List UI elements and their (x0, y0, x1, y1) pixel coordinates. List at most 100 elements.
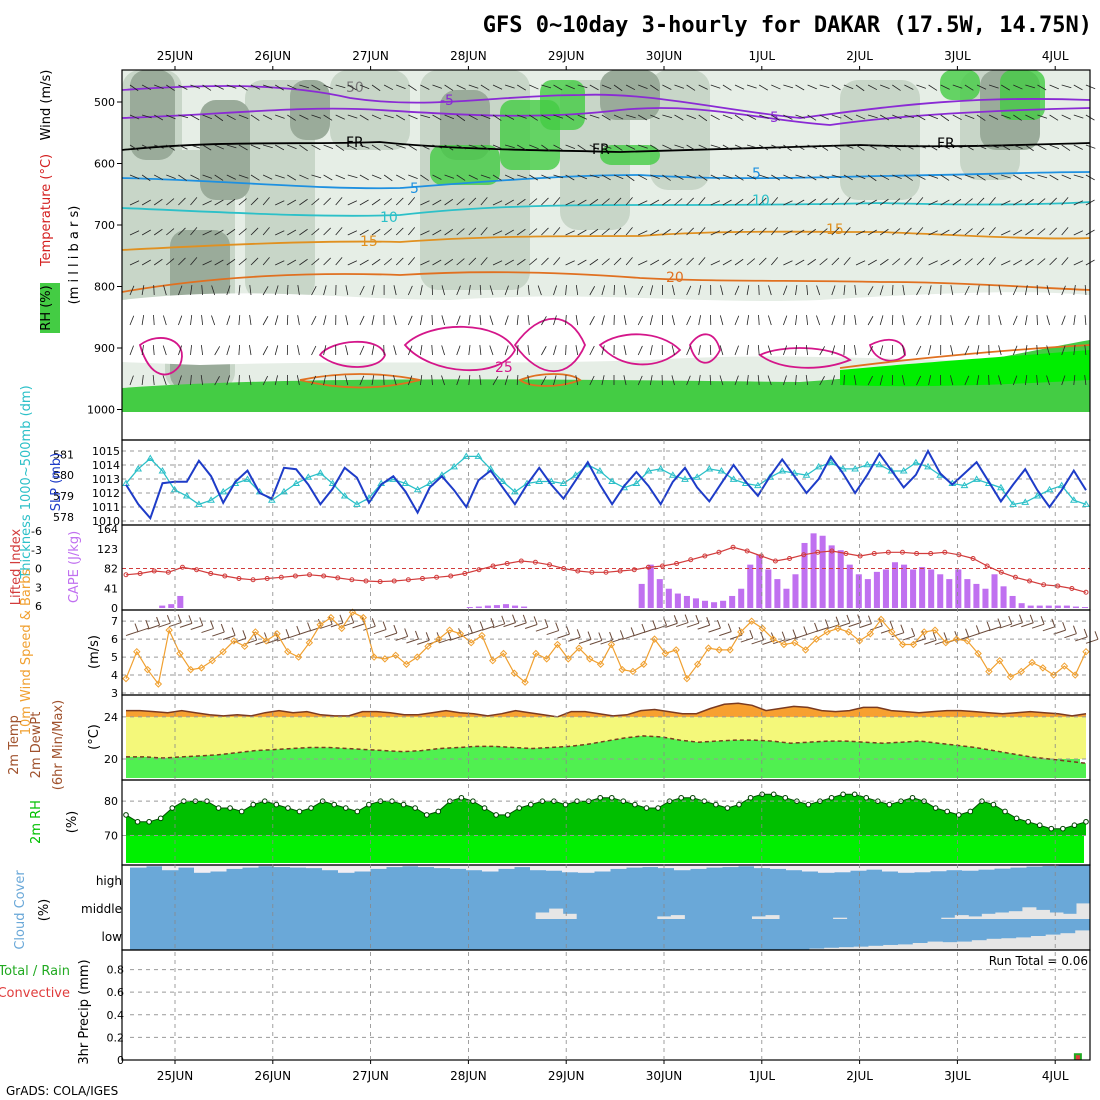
upper-wind-barb (625, 197, 633, 206)
rh2m-point (990, 801, 997, 808)
cloud-high-clear (610, 865, 627, 869)
wind10-barb-flag (652, 620, 657, 629)
upper-wind-barb (275, 230, 285, 236)
upper-wind-barb (311, 84, 321, 91)
upper-wind-barb (468, 84, 479, 89)
upper-wind-barb (816, 315, 821, 326)
contour-temp-25-a (138, 337, 183, 376)
thickness-point (425, 479, 434, 487)
upper-wind-barb (746, 174, 757, 180)
wind10-point (348, 608, 357, 616)
upper-wind-barb (1084, 315, 1087, 326)
wind10-point (1082, 647, 1090, 656)
upper-wind-barb (880, 144, 890, 149)
upper-wind-barb (479, 375, 482, 386)
wind10-point (1017, 667, 1025, 676)
upper-wind-barb (1046, 285, 1050, 296)
upper-wind-barb (262, 375, 268, 386)
upper-wind-barb (891, 284, 894, 296)
upper-wind-barb (880, 84, 890, 89)
li-point (1069, 586, 1075, 591)
wind10-point (963, 637, 972, 645)
wind10-barb-flag (339, 614, 344, 624)
wind10-point (607, 640, 616, 649)
contour-temp-30-a (299, 373, 421, 389)
upper-wind-barb (468, 114, 478, 121)
thickness-point (668, 471, 677, 478)
upper-wind-barb (395, 257, 404, 266)
upper-wind-barb (768, 285, 772, 296)
upper-wind-barb (601, 84, 612, 90)
contour-label-1: -5 (765, 110, 779, 126)
upper-wind-barb (468, 345, 471, 356)
upper-wind-barb (275, 200, 285, 206)
upper-wind-barb (867, 286, 874, 296)
upper-wind-barb (904, 257, 912, 266)
upper-wind-barb (432, 199, 442, 206)
upper-wind-barb (479, 315, 482, 326)
thickness-point (462, 452, 471, 459)
upper-wind-barb (625, 257, 633, 266)
upper-wind-barb (686, 375, 691, 386)
upper-wind-barb (517, 144, 527, 151)
cape-bar (774, 579, 781, 608)
wind10-barb (665, 622, 678, 628)
upper-wind-barb (671, 375, 675, 386)
upper-wind-barb (758, 227, 767, 236)
wind10-barb-flag (1072, 625, 1077, 634)
upper-wind-barb (201, 285, 203, 296)
cloud-mid-clear (1035, 909, 1050, 919)
upper-wind-barb (819, 114, 829, 120)
upper-wind-barb (854, 345, 857, 356)
upper-wind-barb (359, 144, 370, 149)
upper-wind-barb (950, 345, 954, 356)
upper-wind-barb (964, 144, 974, 151)
upper-wind-barb (698, 285, 702, 296)
cape-bar (747, 564, 754, 608)
slp-ylabel-thickness: Thickness 1000~500mb (dm) (19, 385, 34, 579)
upper-wind-barb (517, 114, 527, 119)
wind10-point (316, 621, 324, 629)
li-point (419, 576, 425, 581)
wind10-barb-flag (512, 614, 516, 623)
upper-wind-barb (468, 227, 477, 236)
wind10-barb-flag (393, 624, 398, 634)
wind10-point (877, 615, 885, 624)
upper-wind-barb (952, 144, 963, 149)
upper-wind-barb (371, 258, 381, 266)
cloud-mid-clear (765, 915, 780, 919)
upper-wind-barb (468, 285, 471, 296)
upper-wind-barb (855, 114, 866, 120)
upper-wind-barb (529, 258, 538, 266)
upper-wind-barb (783, 260, 793, 266)
rh2m-point (331, 801, 337, 808)
upper-wind-barb (577, 144, 587, 151)
cloud-low-clear (1016, 937, 1032, 950)
upper-wind-barb (674, 228, 683, 236)
upper-wind-barb (625, 114, 636, 119)
rh2m-point (273, 801, 280, 808)
wind10-point (1028, 658, 1036, 667)
cape-bar (891, 562, 899, 608)
upper-wind-barb (527, 375, 530, 386)
wind10-barb-flag (522, 614, 527, 624)
rh2m-point (342, 805, 349, 811)
upper-wind-barb (577, 84, 588, 89)
upper-wind-barb (565, 144, 576, 149)
upper-wind-barb (335, 197, 343, 206)
rh2m-point (828, 794, 835, 801)
rh2m-point (967, 808, 974, 815)
cloud-low-clear (971, 940, 988, 950)
upper-ytick-800: 800 (94, 281, 115, 294)
upper-wind-barb (867, 114, 878, 119)
upper-wind-barb (432, 114, 442, 121)
upper-wind-barb (879, 375, 884, 386)
upper-wind-barb (359, 345, 365, 356)
cloud-low-clear (1045, 934, 1061, 950)
upper-wind-barb (1061, 227, 1069, 236)
upper-wind-barb (940, 114, 950, 122)
upper-wind-barb (479, 284, 482, 296)
wind10-point (715, 646, 723, 654)
upper-wind-barb (650, 174, 660, 179)
cloud-mid-clear (833, 917, 848, 919)
